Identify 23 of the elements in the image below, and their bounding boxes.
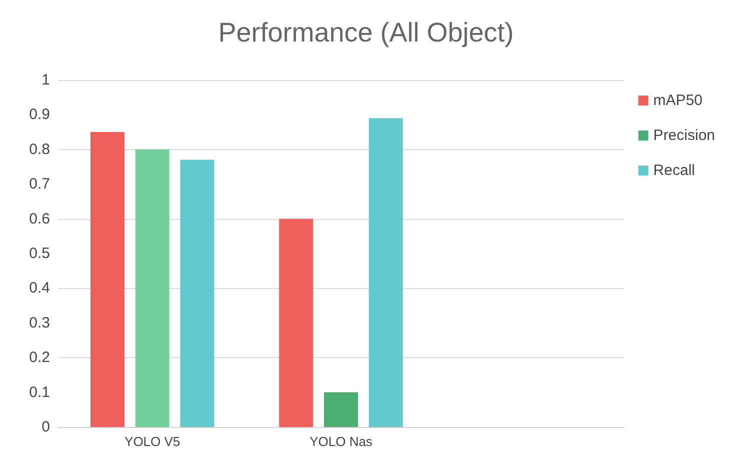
bar xyxy=(279,218,314,427)
chart-title: Performance (All Object) xyxy=(218,18,514,48)
y-tick-label: 0.2 xyxy=(29,349,50,366)
legend-label: Recall xyxy=(653,162,695,179)
y-tick-label: 1 xyxy=(42,72,50,88)
y-tick-label: 0.4 xyxy=(29,280,50,297)
legend-label: mAP50 xyxy=(653,92,703,109)
bar xyxy=(90,132,124,427)
x-tick-label: YOLO V5 xyxy=(124,434,180,449)
bar xyxy=(368,118,403,427)
y-tick-label: 0.3 xyxy=(29,314,50,332)
y-tick-label: 0.9 xyxy=(29,106,50,124)
bar xyxy=(180,160,214,427)
y-tick-label: 0.6 xyxy=(29,210,50,228)
x-tick-label: YOLO Nas xyxy=(310,434,373,449)
bar xyxy=(135,149,170,427)
y-tick-label: 0.8 xyxy=(29,140,50,158)
legend-label: Precision xyxy=(653,127,716,144)
y-tick-label: 0 xyxy=(42,418,50,436)
y-tick-label: 0.5 xyxy=(29,245,50,262)
y-tick-label: 0.1 xyxy=(29,384,50,401)
y-tick-label: 0.7 xyxy=(29,176,50,193)
bar xyxy=(324,392,358,427)
